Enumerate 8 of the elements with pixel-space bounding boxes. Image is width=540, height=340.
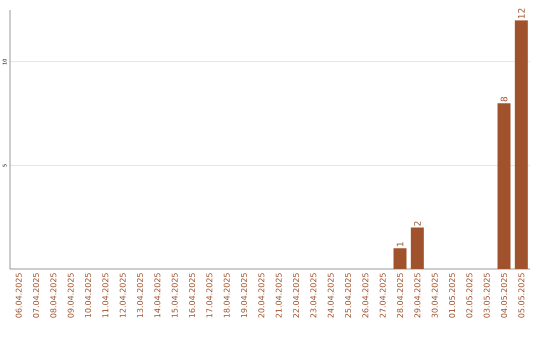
data-label: 2 [414,222,421,226]
data-label: 8 [500,96,508,102]
bar [514,20,528,269]
bar [498,103,511,269]
data-label: 12 [518,8,525,18]
bar [394,248,407,269]
data-label: 1 [396,242,404,246]
bar [410,228,424,269]
